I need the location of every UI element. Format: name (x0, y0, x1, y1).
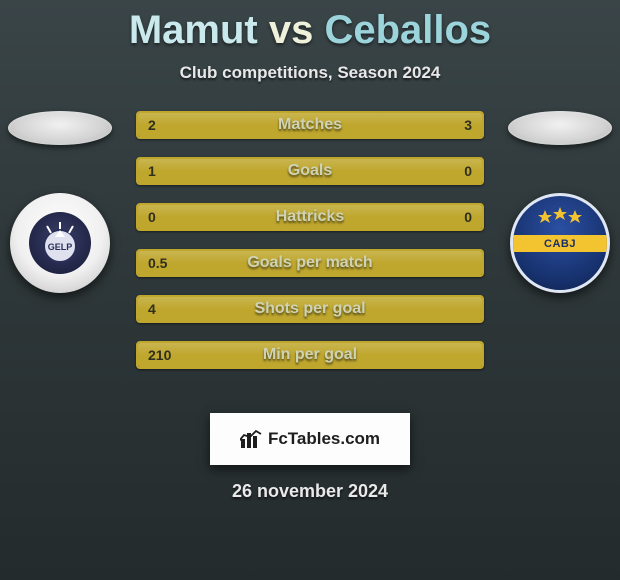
brand-badge[interactable]: FcTables.com (210, 413, 410, 465)
stat-bar-row: 4Shots per goal (136, 295, 484, 323)
comparison-title: Mamut vs Ceballos (0, 0, 620, 53)
svg-text:GELP: GELP (48, 242, 73, 252)
club-right-stars-icon (525, 202, 595, 272)
title-player2: Ceballos (324, 8, 491, 52)
stat-label: Goals per match (138, 251, 482, 275)
subtitle: Club competitions, Season 2024 (0, 63, 620, 83)
player1-avatar-placeholder (8, 111, 112, 145)
title-player1: Mamut (129, 8, 258, 52)
brand-text: FcTables.com (268, 429, 380, 449)
player1-column: GELP (0, 111, 120, 293)
title-vs: vs (269, 8, 314, 52)
comparison-main: GELP CABJ 23Matches 10Goals 00Hattricks 0.5… (0, 111, 620, 391)
stat-bar-row: 00Hattricks (136, 203, 484, 231)
stat-bar-row: 210Min per goal (136, 341, 484, 369)
stat-label: Matches (138, 113, 482, 137)
stat-bar-row: 10Goals (136, 157, 484, 185)
stat-label: Min per goal (138, 343, 482, 367)
stat-label: Hattricks (138, 205, 482, 229)
stat-label: Goals (138, 159, 482, 183)
stat-bars: 23Matches 10Goals 00Hattricks 0.5Goals per … (136, 111, 484, 369)
stat-label: Shots per goal (138, 297, 482, 321)
club-left-inner: GELP (29, 212, 91, 274)
brand-chart-icon (240, 429, 262, 449)
club-left-crest-icon: GELP (37, 220, 83, 266)
player2-avatar-placeholder (508, 111, 612, 145)
footer-date: 26 november 2024 (0, 481, 620, 502)
player2-club-badge: CABJ (510, 193, 610, 293)
stat-bar-row: 0.5Goals per match (136, 249, 484, 277)
player2-column: CABJ (500, 111, 620, 293)
stat-bar-row: 23Matches (136, 111, 484, 139)
player1-club-badge: GELP (10, 193, 110, 293)
